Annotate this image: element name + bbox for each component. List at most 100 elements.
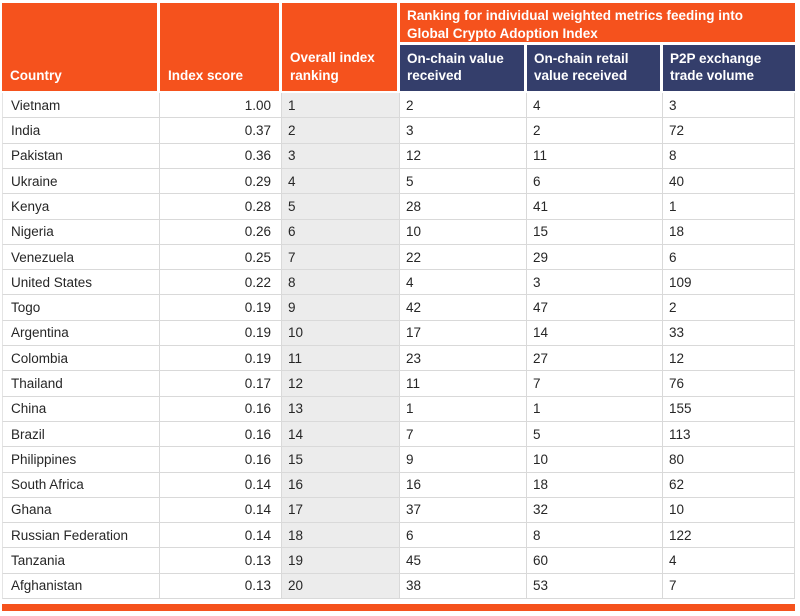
cell-overall-index-ranking: 3 (282, 143, 400, 169)
table-row: Afghanistan 0.13 20 38 53 7 (2, 573, 795, 600)
table-row: Kenya 0.28 5 28 41 1 (2, 194, 795, 220)
cell-country: South Africa (2, 472, 160, 498)
cell-index-score: 0.25 (160, 244, 282, 271)
cell-overall-index-ranking: 16 (282, 472, 400, 498)
cell-p2p-exchange-trade-volume: 33 (663, 320, 795, 347)
table-row: Tanzania 0.13 19 45 60 4 (2, 548, 795, 574)
cell-index-score: 0.17 (160, 371, 282, 397)
cell-on-chain-retail-value-received: 14 (527, 320, 663, 347)
cell-p2p-exchange-trade-volume: 109 (663, 270, 795, 296)
cell-index-score: 0.22 (160, 270, 282, 296)
cell-country: Nigeria (2, 219, 160, 245)
table-row: Ukraine 0.29 4 5 6 40 (2, 168, 795, 195)
cell-on-chain-value-received: 6 (400, 523, 527, 549)
cell-index-score: 0.29 (160, 168, 282, 195)
header-country: Country (2, 3, 160, 94)
cell-country: Ukraine (2, 168, 160, 195)
cell-country: China (2, 396, 160, 422)
cell-index-score: 0.26 (160, 219, 282, 245)
cell-on-chain-value-received: 28 (400, 194, 527, 220)
cell-overall-index-ranking: 18 (282, 523, 400, 549)
cell-p2p-exchange-trade-volume: 2 (663, 295, 795, 321)
cell-index-score: 0.14 (160, 472, 282, 498)
header-on-chain-retail-value-received: On-chain retail value received (527, 45, 663, 94)
cell-p2p-exchange-trade-volume: 1 (663, 194, 795, 220)
cell-index-score: 0.28 (160, 194, 282, 220)
table-row: Philippines 0.16 15 9 10 80 (2, 447, 795, 473)
cell-country: Philippines (2, 447, 160, 473)
cell-on-chain-value-received: 12 (400, 143, 527, 169)
cell-p2p-exchange-trade-volume: 122 (663, 523, 795, 549)
cell-on-chain-value-received: 45 (400, 548, 527, 574)
cell-on-chain-value-received: 5 (400, 168, 527, 195)
cell-on-chain-retail-value-received: 4 (527, 93, 663, 119)
cell-index-score: 0.16 (160, 396, 282, 422)
table-row: Ghana 0.14 17 37 32 10 (2, 497, 795, 524)
header-index-score: Index score (160, 3, 282, 94)
cell-p2p-exchange-trade-volume: 4 (663, 548, 795, 574)
cell-p2p-exchange-trade-volume: 80 (663, 447, 795, 473)
cell-p2p-exchange-trade-volume: 10 (663, 497, 795, 524)
cell-overall-index-ranking: 1 (282, 93, 400, 119)
cell-country: Pakistan (2, 143, 160, 169)
table-row: South Africa 0.14 16 16 18 62 (2, 472, 795, 498)
header-p2p-exchange-trade-volume: P2P exchange trade volume (663, 45, 795, 94)
cell-on-chain-value-received: 7 (400, 421, 527, 448)
cell-p2p-exchange-trade-volume: 8 (663, 143, 795, 169)
cell-overall-index-ranking: 5 (282, 194, 400, 220)
cell-index-score: 0.13 (160, 573, 282, 600)
cell-overall-index-ranking: 6 (282, 219, 400, 245)
cell-on-chain-retail-value-received: 53 (527, 573, 663, 600)
header-overall-index-ranking: Overall index ranking (282, 3, 400, 94)
cell-on-chain-value-received: 10 (400, 219, 527, 245)
cell-index-score: 0.13 (160, 548, 282, 574)
cell-overall-index-ranking: 15 (282, 447, 400, 473)
cell-on-chain-value-received: 9 (400, 447, 527, 473)
cell-on-chain-value-received: 1 (400, 396, 527, 422)
cell-on-chain-retail-value-received: 29 (527, 244, 663, 271)
bottom-accent-bar (2, 604, 795, 611)
cell-country: Ghana (2, 497, 160, 524)
cell-on-chain-value-received: 22 (400, 244, 527, 271)
cell-on-chain-retail-value-received: 7 (527, 371, 663, 397)
table-row: Vietnam 1.00 1 2 4 3 (2, 93, 795, 119)
cell-index-score: 0.36 (160, 143, 282, 169)
cell-index-score: 0.19 (160, 320, 282, 347)
cell-on-chain-retail-value-received: 11 (527, 143, 663, 169)
cell-index-score: 0.14 (160, 523, 282, 549)
cell-country: India (2, 118, 160, 144)
cell-country: Russian Federation (2, 523, 160, 549)
cell-on-chain-retail-value-received: 2 (527, 118, 663, 144)
cell-p2p-exchange-trade-volume: 7 (663, 573, 795, 600)
header-on-chain-value-received: On-chain value received (400, 45, 527, 94)
metrics-banner: Ranking for individual weighted metrics … (400, 3, 795, 46)
cell-p2p-exchange-trade-volume: 40 (663, 168, 795, 195)
cell-on-chain-value-received: 42 (400, 295, 527, 321)
cell-p2p-exchange-trade-volume: 155 (663, 396, 795, 422)
cell-overall-index-ranking: 7 (282, 244, 400, 271)
cell-on-chain-retail-value-received: 10 (527, 447, 663, 473)
cell-on-chain-retail-value-received: 27 (527, 346, 663, 372)
cell-on-chain-value-received: 37 (400, 497, 527, 524)
cell-p2p-exchange-trade-volume: 6 (663, 244, 795, 271)
cell-p2p-exchange-trade-volume: 3 (663, 93, 795, 119)
cell-country: Afghanistan (2, 573, 160, 600)
cell-overall-index-ranking: 4 (282, 168, 400, 195)
cell-on-chain-retail-value-received: 6 (527, 168, 663, 195)
cell-on-chain-retail-value-received: 47 (527, 295, 663, 321)
cell-overall-index-ranking: 8 (282, 270, 400, 296)
cell-p2p-exchange-trade-volume: 113 (663, 421, 795, 448)
cell-p2p-exchange-trade-volume: 62 (663, 472, 795, 498)
table-row: United States 0.22 8 4 3 109 (2, 270, 795, 296)
cell-index-score: 0.16 (160, 421, 282, 448)
table-row: Venezuela 0.25 7 22 29 6 (2, 244, 795, 271)
cell-overall-index-ranking: 19 (282, 548, 400, 574)
cell-index-score: 1.00 (160, 93, 282, 119)
cell-overall-index-ranking: 20 (282, 573, 400, 600)
table-row: Pakistan 0.36 3 12 11 8 (2, 143, 795, 169)
table-row: India 0.37 2 3 2 72 (2, 118, 795, 144)
cell-on-chain-retail-value-received: 15 (527, 219, 663, 245)
cell-on-chain-retail-value-received: 41 (527, 194, 663, 220)
cell-on-chain-retail-value-received: 60 (527, 548, 663, 574)
